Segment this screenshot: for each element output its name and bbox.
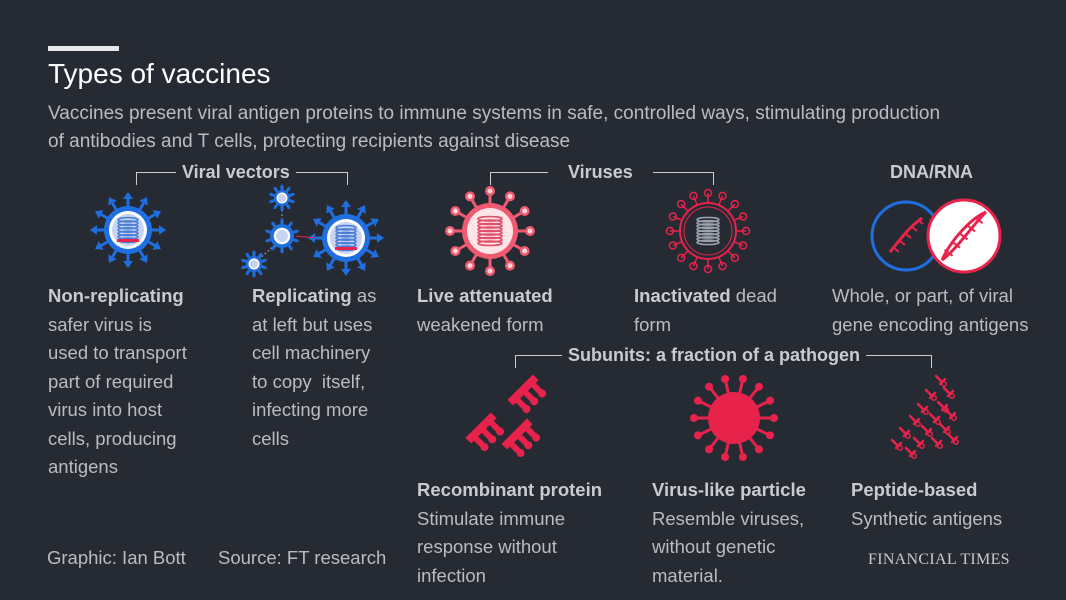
non-replicating-description: Non-replicating safer virus is used to t… [48,285,187,477]
vlp-description: Virus-like particle Resemble viruses, wi… [652,479,806,586]
non-replicating-name: Non-replicating [48,285,184,306]
viruses-label: Viruses [548,162,653,183]
page-subtitle: Vaccines present viral antigen proteins … [48,103,941,152]
replicating-name: Replicating [252,285,352,306]
graphic-credit: Graphic: Ian Bott [47,547,186,568]
page-title: Types of vaccines [48,58,271,89]
source-credit: Source: FT research [218,547,387,568]
inactivated-virus-icon [665,188,751,274]
dna-rna-icon [870,198,1002,274]
peptide-based-icon [890,374,959,459]
title-rule [48,46,119,51]
recombinant-protein-icon [465,374,547,458]
live-attenuated-virus-icon [445,186,535,276]
ft-logo: FINANCIAL TIMES [868,551,1010,568]
dna-rna-label: DNA/RNA [890,162,973,182]
replicating-description: Replicating as at left but uses cell mac… [252,285,377,449]
non-replicating-virus-icon [90,192,166,268]
peptide-name: Peptide-based [851,479,978,500]
recombinant-description: Recombinant protein Stimulate immune res… [417,479,603,586]
peptide-description: Peptide-based Synthetic antigens [851,479,1003,529]
dna-rna-description: Whole, or part, of viral gene encoding a… [832,285,1029,335]
virus-like-particle-icon [690,375,778,461]
replicating-virus-icon [240,184,384,278]
live-attenuated-description: Live attenuated weakened form [417,285,553,335]
vlp-name: Virus-like particle [652,479,806,500]
live-attenuated-name: Live attenuated [417,285,553,306]
inactivated-description: Inactivated dead form [634,285,777,335]
viral-vectors-label: Viral vectors [176,162,296,183]
subunits-label: Subunits: a fraction of a pathogen [562,345,866,366]
inactivated-name: Inactivated [634,285,731,306]
recombinant-name: Recombinant protein [417,479,603,500]
